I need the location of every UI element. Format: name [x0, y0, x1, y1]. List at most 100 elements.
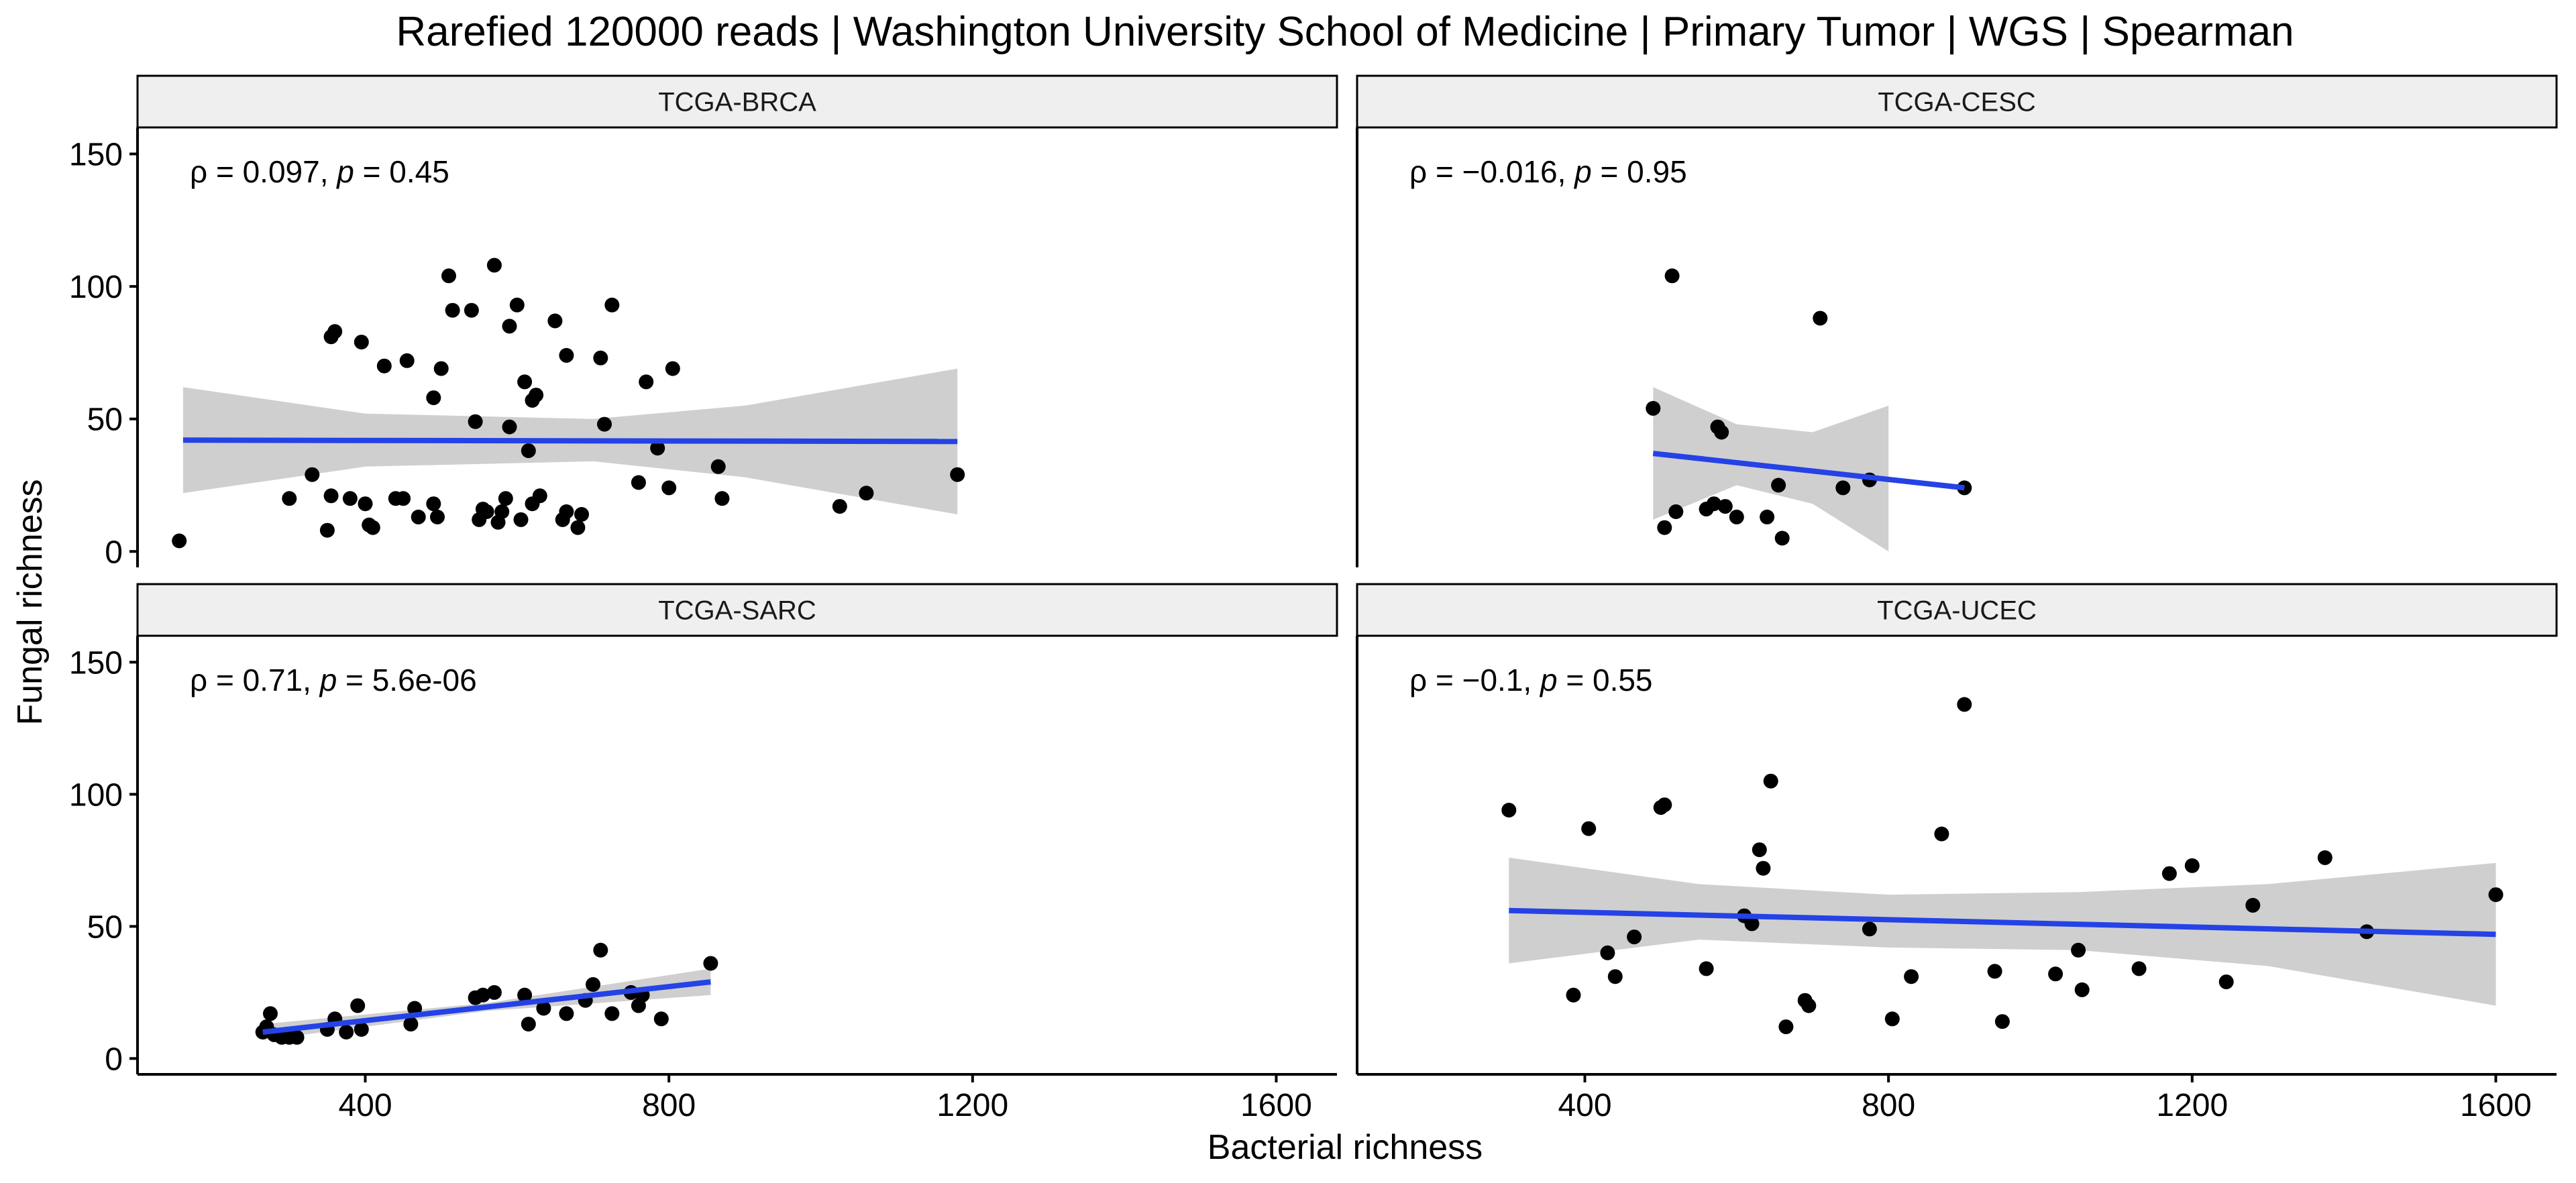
data-point	[1778, 1019, 1794, 1035]
data-point	[475, 987, 490, 1003]
facet-strip-label: TCGA-CESC	[1878, 88, 2036, 117]
data-point	[950, 467, 965, 482]
data-point	[593, 350, 608, 365]
data-point	[1904, 969, 1919, 984]
data-point	[604, 297, 620, 313]
data-point	[1760, 509, 1775, 524]
data-point	[559, 347, 574, 363]
data-point	[339, 1025, 354, 1039]
data-point	[1774, 530, 1790, 546]
data-point	[1699, 961, 1714, 976]
data-point	[832, 499, 847, 514]
data-point	[597, 416, 612, 432]
data-point	[445, 302, 460, 318]
data-point	[498, 491, 513, 506]
confidence-band	[1653, 387, 1889, 552]
data-point	[426, 496, 441, 512]
facet-panel-tcga-cesc: TCGA-CESC ρ = −0.016, p = 0.95	[1356, 74, 2558, 567]
y-tick-label: 50	[87, 909, 123, 945]
facet-strip	[1356, 583, 2558, 637]
data-point	[1884, 1011, 1900, 1027]
data-point	[365, 520, 380, 535]
data-point	[529, 388, 544, 403]
data-point	[665, 361, 680, 376]
data-point	[1835, 480, 1851, 496]
stat-annotation: ρ = −0.016, p = 0.95	[1409, 154, 1687, 189]
data-point	[502, 419, 517, 435]
y-tick-label: 50	[87, 402, 123, 438]
data-point	[521, 443, 536, 459]
data-point	[703, 956, 718, 971]
data-point	[1957, 697, 1972, 712]
data-point	[354, 1022, 369, 1037]
confidence-band	[1509, 857, 2496, 1006]
data-point	[1657, 797, 1672, 813]
regression-line	[182, 437, 958, 445]
data-point	[1756, 860, 1771, 876]
stat-annotation: ρ = 0.097, p = 0.45	[190, 154, 449, 189]
data-point	[2071, 942, 2086, 958]
data-point	[403, 1017, 419, 1032]
stat-annotation: ρ = −0.1, p = 0.55	[1409, 663, 1653, 697]
data-point	[1813, 311, 1828, 326]
data-point	[555, 512, 570, 527]
data-point	[479, 504, 494, 519]
data-point	[532, 488, 547, 504]
data-point	[1763, 773, 1778, 789]
data-point	[2184, 858, 2200, 873]
data-point	[494, 504, 510, 519]
data-point	[396, 491, 411, 506]
data-point	[2317, 850, 2332, 865]
data-point	[1714, 425, 1729, 440]
data-point	[172, 533, 187, 549]
data-point	[1717, 499, 1733, 514]
data-point	[653, 1011, 669, 1027]
data-point	[1729, 509, 1744, 524]
data-point	[1501, 803, 1517, 818]
data-point	[323, 488, 339, 504]
data-point	[559, 1006, 574, 1021]
data-point	[631, 475, 646, 490]
data-point	[604, 1006, 620, 1021]
facet-strip	[1356, 74, 2558, 129]
facet-strip-label: TCGA-UCEC	[1877, 596, 2037, 626]
data-point	[536, 1001, 551, 1016]
data-point	[263, 1006, 278, 1021]
data-point	[1706, 496, 1721, 512]
data-point	[2245, 897, 2261, 913]
data-point	[2074, 982, 2090, 997]
data-point	[1600, 945, 1615, 960]
data-point	[411, 509, 426, 524]
y-tick-label: 150	[69, 645, 123, 681]
data-point	[433, 361, 449, 376]
data-point	[521, 1017, 536, 1032]
data-point	[1801, 998, 1817, 1013]
data-point	[1668, 504, 1684, 519]
y-tick-label: 0	[105, 534, 123, 570]
data-point	[1752, 842, 1767, 858]
data-point	[593, 942, 608, 958]
y-tick-label: 150	[69, 137, 123, 173]
data-point	[468, 414, 483, 429]
data-point	[1664, 268, 1680, 284]
data-point	[570, 520, 586, 535]
data-point	[354, 335, 369, 350]
data-point	[1657, 520, 1672, 535]
data-point	[399, 353, 415, 368]
x-tick-label: 1600	[2460, 1088, 2532, 1123]
facet-panel-tcga-sarc: TCGA-SARC 400 800 1200 1600 0 50 100 150 ρ = 0.71…	[69, 583, 1338, 1123]
y-tick-label: 100	[69, 777, 123, 813]
x-tick-label: 800	[1862, 1088, 1915, 1123]
data-point	[1862, 921, 1877, 937]
regression-line	[262, 979, 711, 1035]
data-point	[1627, 929, 1642, 945]
data-point	[859, 486, 874, 501]
data-point	[661, 480, 677, 496]
y-axis-title: Fungal richness	[11, 479, 50, 725]
data-point	[1581, 821, 1597, 836]
data-point	[714, 491, 730, 506]
data-point	[1994, 1014, 2010, 1029]
data-point	[441, 268, 456, 284]
